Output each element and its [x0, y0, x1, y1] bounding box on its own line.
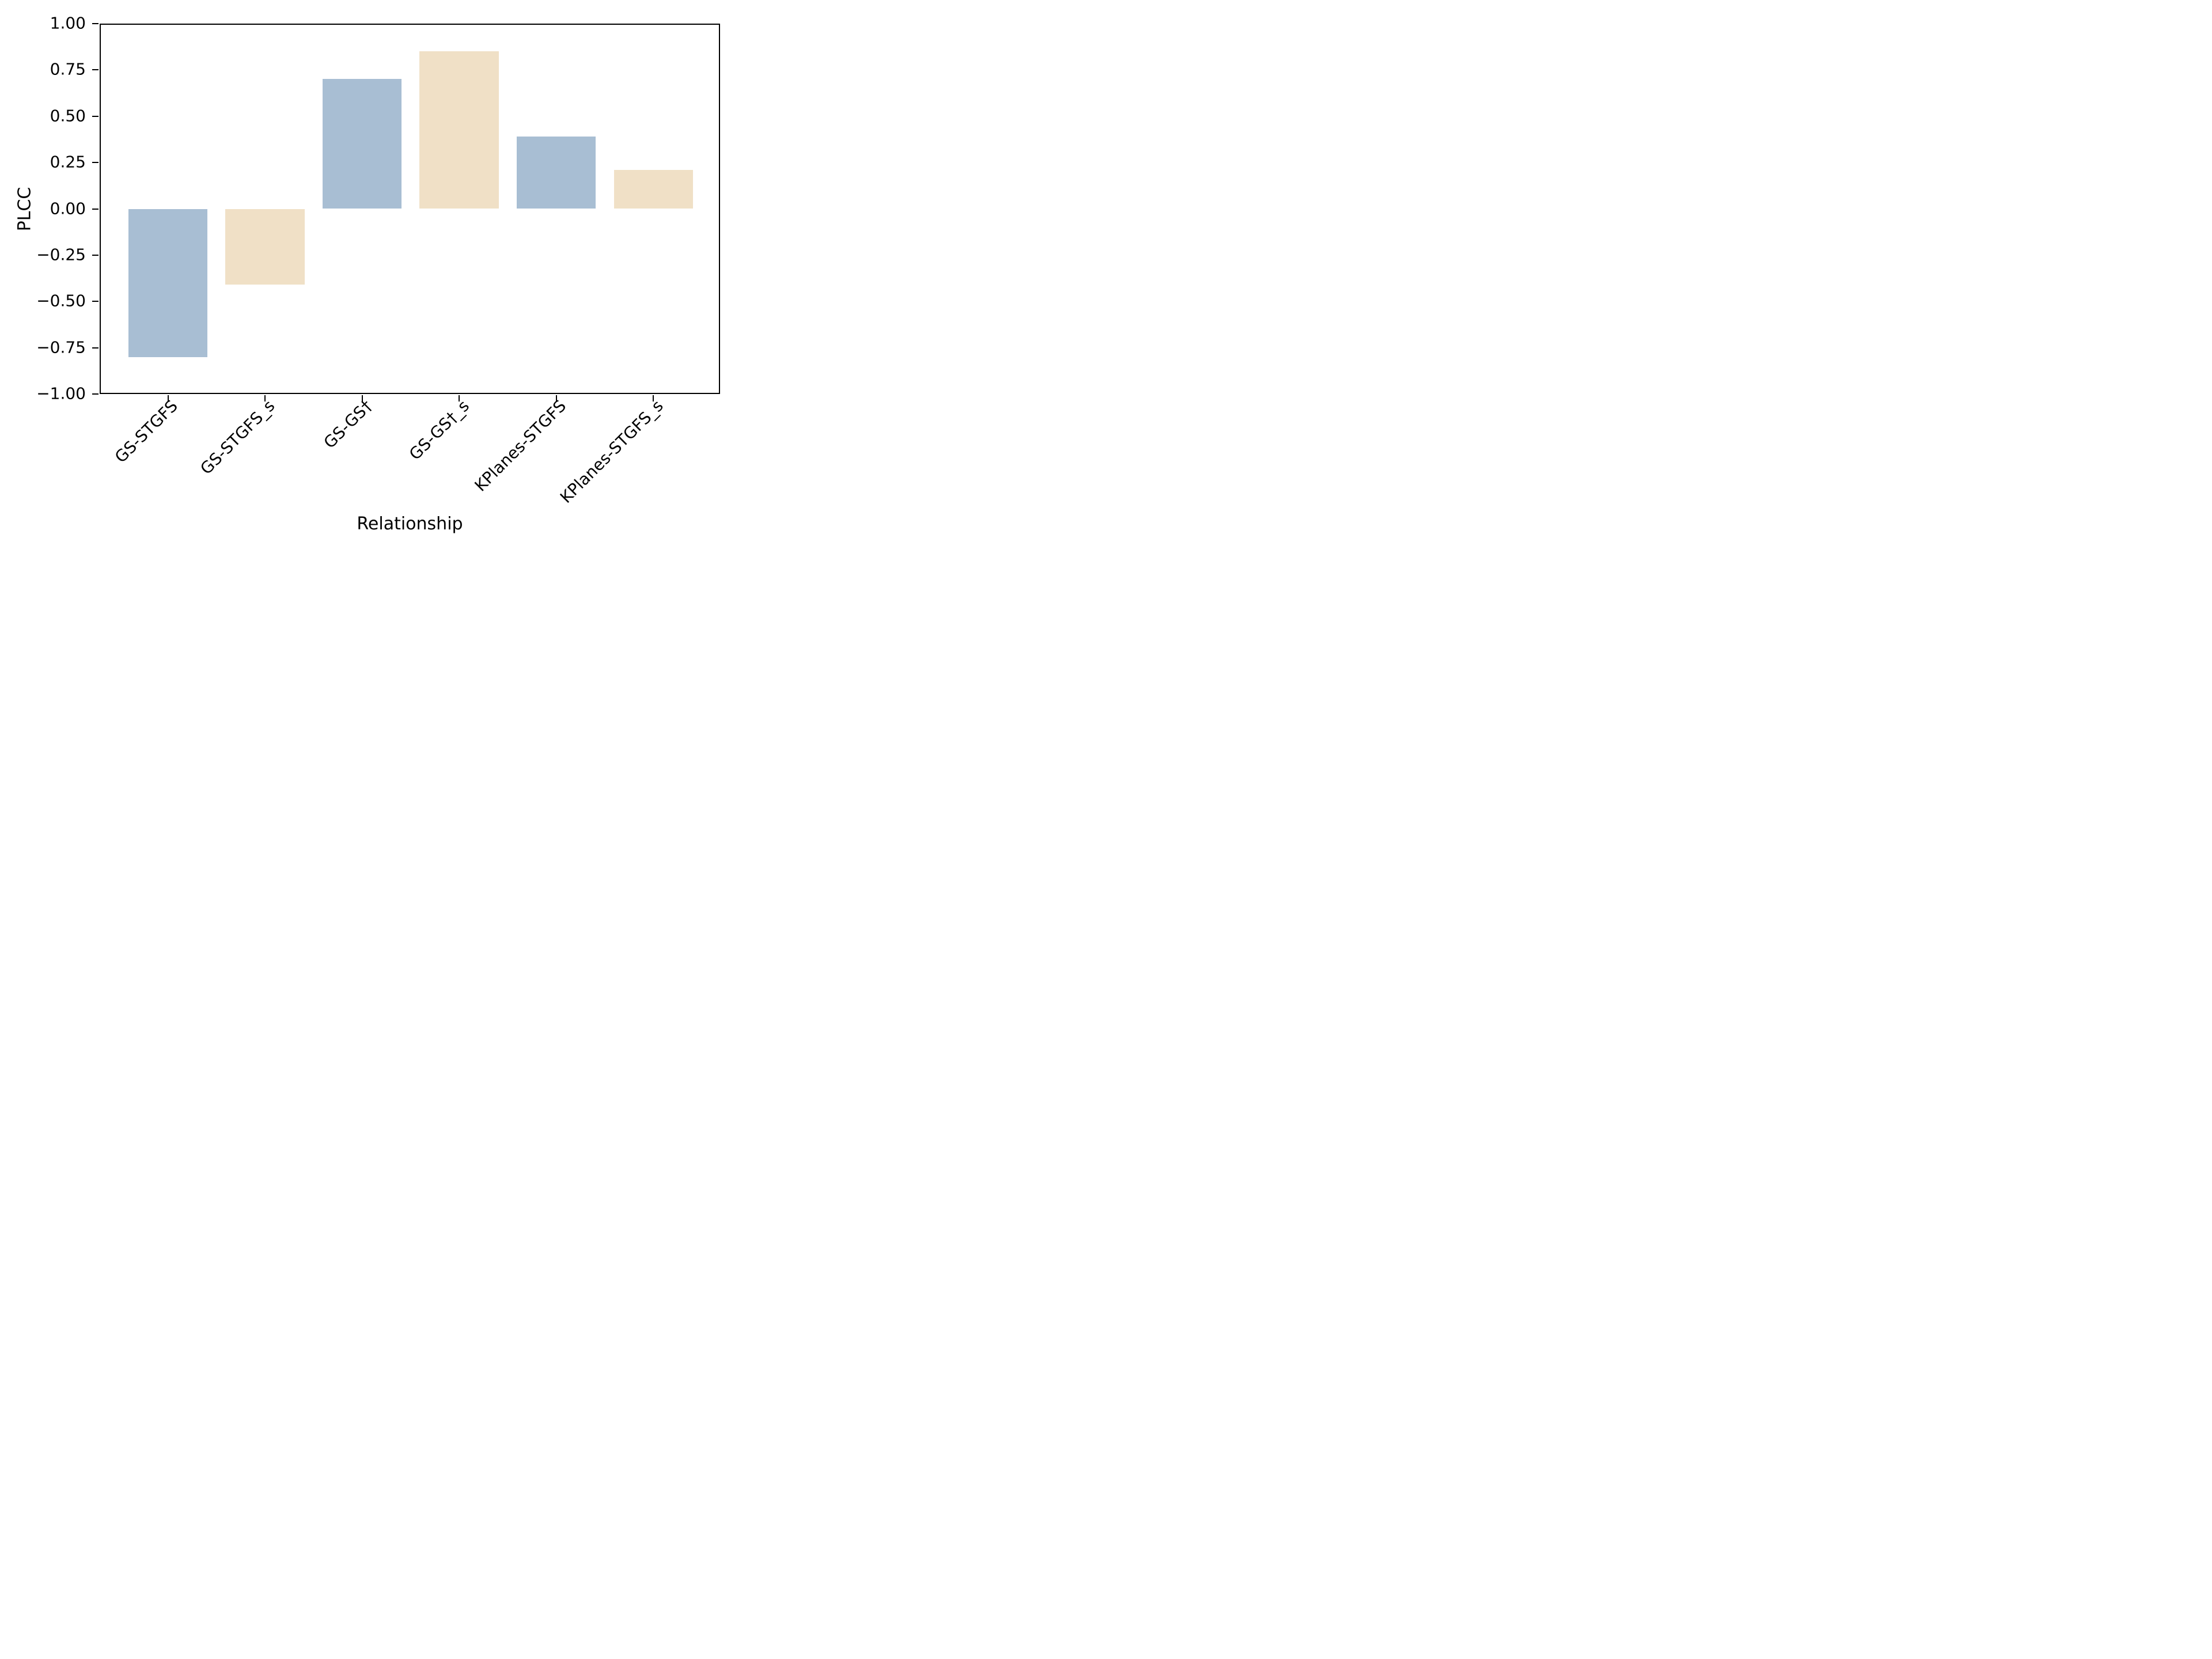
y-tick-mark	[92, 254, 99, 256]
plot-spine-top	[100, 24, 720, 25]
y-axis-label: PLCC	[14, 187, 35, 232]
y-tick-mark	[92, 115, 99, 117]
x-tick-mark	[167, 395, 169, 402]
x-tick-label: GS-STGFS_s	[196, 396, 279, 479]
y-tick-label: −0.50	[36, 291, 86, 310]
plot-spine-right	[719, 24, 720, 394]
figure: 1.00 0.75 0.50 0.25 0.00 −0.25 −0.50 −0.75 −1.00…	[0, 0, 737, 553]
y-tick-label: −0.75	[36, 338, 86, 357]
bar-GS-GS†_s	[419, 51, 499, 209]
x-tick-label: GS-STGFS	[111, 396, 181, 467]
plot-area: 1.00 0.75 0.50 0.25 0.00 −0.25 −0.50 −0.75 −1.00…	[36, 14, 720, 507]
x-tick-mark	[361, 395, 363, 402]
y-tick-label: 0.00	[50, 199, 86, 218]
y-tick-mark	[92, 301, 99, 302]
x-tick-label: KPlanes-STGFS	[471, 396, 570, 495]
bar-KPlanes-STGFS	[517, 137, 596, 209]
bar-GS-GS†	[322, 79, 402, 209]
plot-spine-bottom	[100, 393, 720, 394]
x-tick-label: KPlanes-STGFS_s	[556, 396, 667, 507]
x-tick-mark	[555, 395, 557, 402]
bar-KPlanes-STGFS_s	[613, 169, 693, 209]
bar-GS-STGFS_s	[225, 209, 305, 285]
x-tick-label: GS-GS†_s	[405, 396, 473, 464]
y-tick-label: 0.75	[50, 59, 86, 79]
x-tick-label: GS-GS†	[320, 396, 376, 452]
y-tick-mark	[92, 347, 99, 349]
y-tick-label: 0.25	[50, 152, 86, 172]
bar-GS-STGFS	[128, 209, 208, 357]
y-tick-mark	[92, 162, 99, 164]
y-tick-mark	[92, 208, 99, 210]
y-tick-label: −0.25	[36, 245, 86, 264]
y-tick-label: −1.00	[36, 384, 86, 403]
y-tick-mark	[92, 69, 99, 71]
y-tick-mark	[92, 393, 99, 395]
y-tick-label: 1.00	[50, 13, 86, 33]
x-tick-mark	[264, 395, 266, 402]
x-tick-mark	[653, 395, 654, 402]
x-axis-label: Relationship	[357, 514, 463, 534]
plot-spine-left	[100, 24, 101, 394]
y-tick-label: 0.50	[50, 106, 86, 126]
y-tick-mark	[92, 23, 99, 24]
x-tick-mark	[459, 395, 460, 402]
